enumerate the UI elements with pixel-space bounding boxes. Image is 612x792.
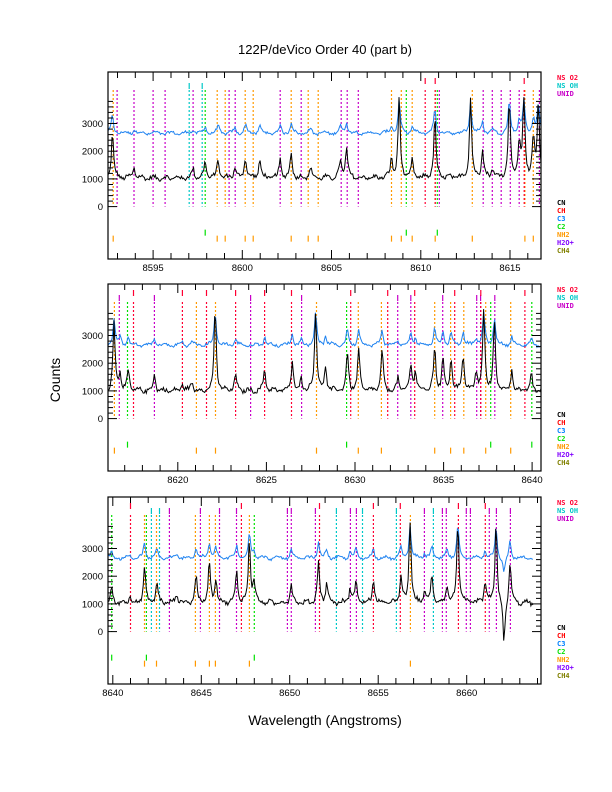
legend-top-entry: NS O2 bbox=[557, 74, 578, 82]
legend-species-entry: CH bbox=[557, 419, 565, 427]
panel-1: 8595 8600 8605 8610 8615 0 1000 2000 3000 NS O2NS… bbox=[82, 71, 578, 274]
x-tick-label: 8600 bbox=[232, 263, 253, 274]
legend-species-entry: CH4 bbox=[557, 247, 570, 255]
legend-top-entry: NS O2 bbox=[557, 286, 578, 294]
legend-species-entry: CH4 bbox=[557, 459, 570, 467]
observed-spectrum-line bbox=[107, 97, 542, 182]
y-tick-label: 1000 bbox=[82, 386, 103, 397]
legend-species-entry: CH bbox=[557, 632, 565, 640]
x-tick-label: 8615 bbox=[499, 263, 520, 274]
legend-species-entry: C2 bbox=[557, 435, 565, 443]
y-tick-label: 1000 bbox=[82, 599, 103, 610]
legend-top-entry: NS OH bbox=[557, 294, 578, 302]
panel-3: 8640 8645 8650 8655 8660 0 1000 2000 3000 NS O2NS… bbox=[82, 496, 578, 699]
x-tick-label: 8650 bbox=[279, 688, 300, 699]
legend-species-entry: C3 bbox=[557, 427, 565, 435]
plot-frame bbox=[107, 71, 542, 260]
y-tick-label: 3000 bbox=[82, 331, 103, 342]
legend-species-entry: CH bbox=[557, 207, 565, 215]
legend-species-entry: H2O+ bbox=[557, 451, 574, 459]
x-tick-label: 8605 bbox=[321, 263, 342, 274]
x-tick-label: 8640 bbox=[522, 475, 543, 486]
legend-species-entry: C2 bbox=[557, 223, 565, 231]
observed-spectrum-line bbox=[107, 309, 542, 396]
y-tick-label: 1000 bbox=[82, 174, 103, 185]
x-tick-label: 8620 bbox=[167, 475, 188, 486]
plot-frame bbox=[107, 496, 542, 685]
x-tick-label: 8645 bbox=[191, 688, 212, 699]
y-axis-label: Counts bbox=[47, 358, 63, 402]
y-tick-label: 0 bbox=[98, 414, 103, 425]
y-tick-label: 3000 bbox=[82, 544, 103, 555]
legend-species-entry: CH4 bbox=[557, 672, 570, 680]
x-axis-label: Wavelength (Angstroms) bbox=[248, 712, 402, 728]
x-tick-label: 8655 bbox=[368, 688, 389, 699]
y-tick-label: 2000 bbox=[82, 359, 103, 370]
legend-top-entry: NS OH bbox=[557, 507, 578, 515]
legend-top-entry: UNID bbox=[557, 515, 574, 523]
legend-top-entry: NS OH bbox=[557, 82, 578, 90]
legend-species-entry: C2 bbox=[557, 648, 565, 656]
observed-spectrum-line bbox=[107, 522, 534, 641]
plot-frame bbox=[107, 283, 542, 472]
legend-species-entry: H2O+ bbox=[557, 239, 574, 247]
legend-species-entry: CN bbox=[557, 411, 565, 419]
comparison-spectrum-line bbox=[107, 312, 542, 349]
legend-species-entry: NH2 bbox=[557, 656, 570, 664]
legend-top-entry: UNID bbox=[557, 302, 574, 310]
x-tick-label: 8660 bbox=[456, 688, 477, 699]
y-tick-label: 2000 bbox=[82, 147, 103, 158]
legend-species-entry: NH2 bbox=[557, 231, 570, 239]
legend-species-entry: C3 bbox=[557, 215, 565, 223]
y-tick-label: 0 bbox=[98, 202, 103, 213]
legend-species-entry: NH2 bbox=[557, 443, 570, 451]
x-tick-label: 8640 bbox=[102, 688, 123, 699]
x-tick-label: 8625 bbox=[256, 475, 277, 486]
comparison-spectrum-line bbox=[107, 97, 542, 137]
y-tick-label: 0 bbox=[98, 627, 103, 638]
legend-species-entry: CN bbox=[557, 624, 565, 632]
x-tick-label: 8610 bbox=[410, 263, 431, 274]
legend-top-entry: UNID bbox=[557, 90, 574, 98]
legend-top-entry: NS O2 bbox=[557, 499, 578, 507]
legend-species-entry: H2O+ bbox=[557, 664, 574, 672]
legend-species-entry: C3 bbox=[557, 640, 565, 648]
x-tick-label: 8635 bbox=[433, 475, 454, 486]
comparison-spectrum-line bbox=[107, 525, 533, 572]
chart-title: 122P/deVico Order 40 (part b) bbox=[238, 42, 412, 57]
legend-species-entry: CN bbox=[557, 199, 565, 207]
panel-2: 8620 8625 8630 8635 8640 0 1000 2000 3000 NS O2NS… bbox=[82, 283, 578, 486]
x-tick-label: 8630 bbox=[344, 475, 365, 486]
x-tick-label: 8595 bbox=[143, 263, 164, 274]
y-tick-label: 2000 bbox=[82, 572, 103, 583]
y-tick-label: 3000 bbox=[82, 119, 103, 130]
